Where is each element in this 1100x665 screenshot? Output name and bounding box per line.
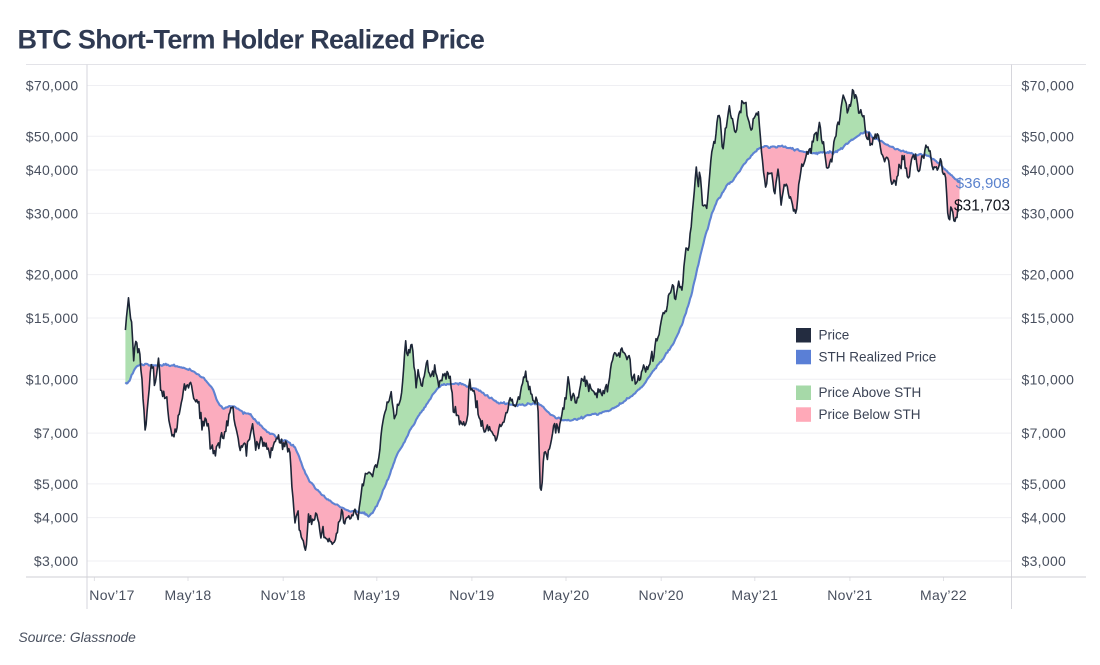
svg-text:$70,000: $70,000 [26, 78, 79, 94]
svg-text:$50,000: $50,000 [26, 128, 79, 144]
svg-text:$3,000: $3,000 [1022, 553, 1067, 569]
svg-text:May’21: May’21 [731, 587, 778, 603]
svg-text:$5,000: $5,000 [34, 476, 79, 492]
svg-text:$40,000: $40,000 [1022, 162, 1075, 178]
svg-text:$20,000: $20,000 [26, 267, 79, 283]
svg-text:Source: Glassnode: Source: Glassnode [19, 630, 137, 645]
svg-text:$7,000: $7,000 [1022, 425, 1067, 441]
svg-text:$20,000: $20,000 [1022, 267, 1075, 283]
svg-text:Price: Price [819, 328, 850, 343]
svg-text:$5,000: $5,000 [1022, 476, 1067, 492]
svg-text:Nov’17: Nov’17 [89, 587, 134, 603]
svg-text:$10,000: $10,000 [26, 371, 79, 387]
svg-text:$3,000: $3,000 [34, 553, 79, 569]
svg-text:BTC Short-Term Holder Realized: BTC Short-Term Holder Realized Price [18, 25, 485, 55]
svg-text:$7,000: $7,000 [34, 425, 79, 441]
svg-text:STH Realized Price: STH Realized Price [819, 349, 937, 364]
svg-text:Nov’19: Nov’19 [449, 587, 494, 603]
svg-text:$15,000: $15,000 [1022, 310, 1075, 326]
svg-text:$30,000: $30,000 [26, 206, 79, 222]
svg-text:$4,000: $4,000 [1022, 510, 1067, 526]
svg-text:Price Below STH: Price Below STH [819, 407, 921, 422]
svg-text:May’20: May’20 [543, 587, 590, 603]
svg-text:May’22: May’22 [920, 587, 967, 603]
svg-text:Price Above STH: Price Above STH [819, 385, 922, 400]
svg-text:$50,000: $50,000 [1022, 128, 1075, 144]
svg-text:$15,000: $15,000 [26, 310, 79, 326]
svg-text:Nov’20: Nov’20 [639, 587, 684, 603]
svg-text:$36,908: $36,908 [956, 175, 1010, 192]
svg-text:Nov’21: Nov’21 [827, 587, 872, 603]
svg-text:$40,000: $40,000 [26, 162, 79, 178]
svg-text:$31,703: $31,703 [954, 197, 1010, 214]
svg-text:Nov’18: Nov’18 [261, 587, 306, 603]
svg-text:$30,000: $30,000 [1022, 206, 1075, 222]
svg-text:May’18: May’18 [165, 587, 212, 603]
svg-text:$10,000: $10,000 [1022, 371, 1075, 387]
svg-text:$4,000: $4,000 [34, 510, 79, 526]
svg-text:$70,000: $70,000 [1022, 78, 1075, 94]
svg-text:May’19: May’19 [353, 587, 400, 603]
